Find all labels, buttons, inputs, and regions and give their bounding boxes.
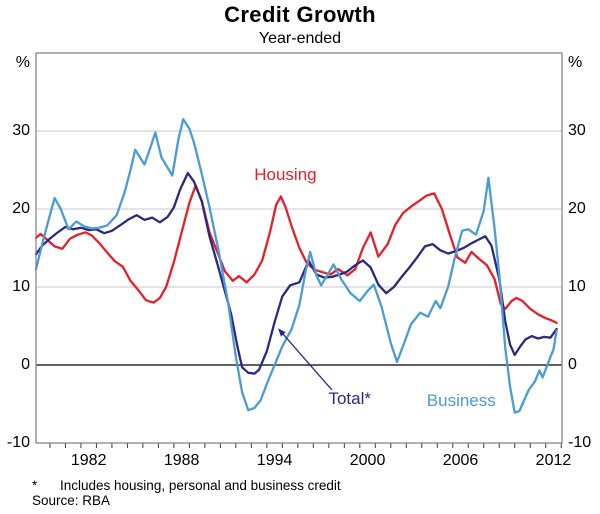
source-text: Source: RBA	[32, 493, 111, 508]
x-label-2012: 2012	[535, 452, 572, 469]
y-label-left-30: 30	[12, 122, 30, 139]
y-label-right-%: %	[568, 54, 583, 72]
y-label-right-10: 10	[568, 278, 586, 295]
page-title: Credit Growth	[224, 2, 376, 27]
series-line-business	[34, 118, 558, 414]
x-label-2006: 2006	[442, 452, 479, 469]
plot-border	[35, 52, 563, 444]
total-arrow-line	[281, 332, 333, 391]
series-label-total: Total*	[328, 388, 371, 408]
y-label-left-20: 20	[12, 200, 30, 217]
x-label-1994: 1994	[256, 452, 293, 469]
footnote-text: Includes housing, personal and business …	[60, 478, 341, 493]
chart-subtitle: Year-ended	[258, 30, 342, 47]
series-line-housing	[34, 184, 558, 325]
y-label-right-0: 0	[568, 356, 577, 373]
series-label-housing: Housing	[254, 165, 317, 185]
x-label-2000: 2000	[349, 452, 386, 469]
y-label-right-30: 30	[568, 122, 586, 139]
y-label-left-0: 0	[21, 356, 30, 373]
footnote-marker: *	[32, 478, 38, 493]
series-label-business: Business	[426, 390, 496, 410]
y-label-right-20: 20	[568, 200, 586, 217]
total-arrowhead	[278, 328, 286, 337]
x-label-1982: 1982	[70, 452, 107, 469]
y-label-left-10: 10	[12, 278, 30, 295]
x-label-1988: 1988	[163, 452, 200, 469]
y-label-left-%: %	[15, 54, 30, 72]
series-line-total	[34, 171, 558, 375]
y-label-right--10: -10	[568, 434, 592, 451]
y-label-left--10: -10	[6, 434, 30, 451]
